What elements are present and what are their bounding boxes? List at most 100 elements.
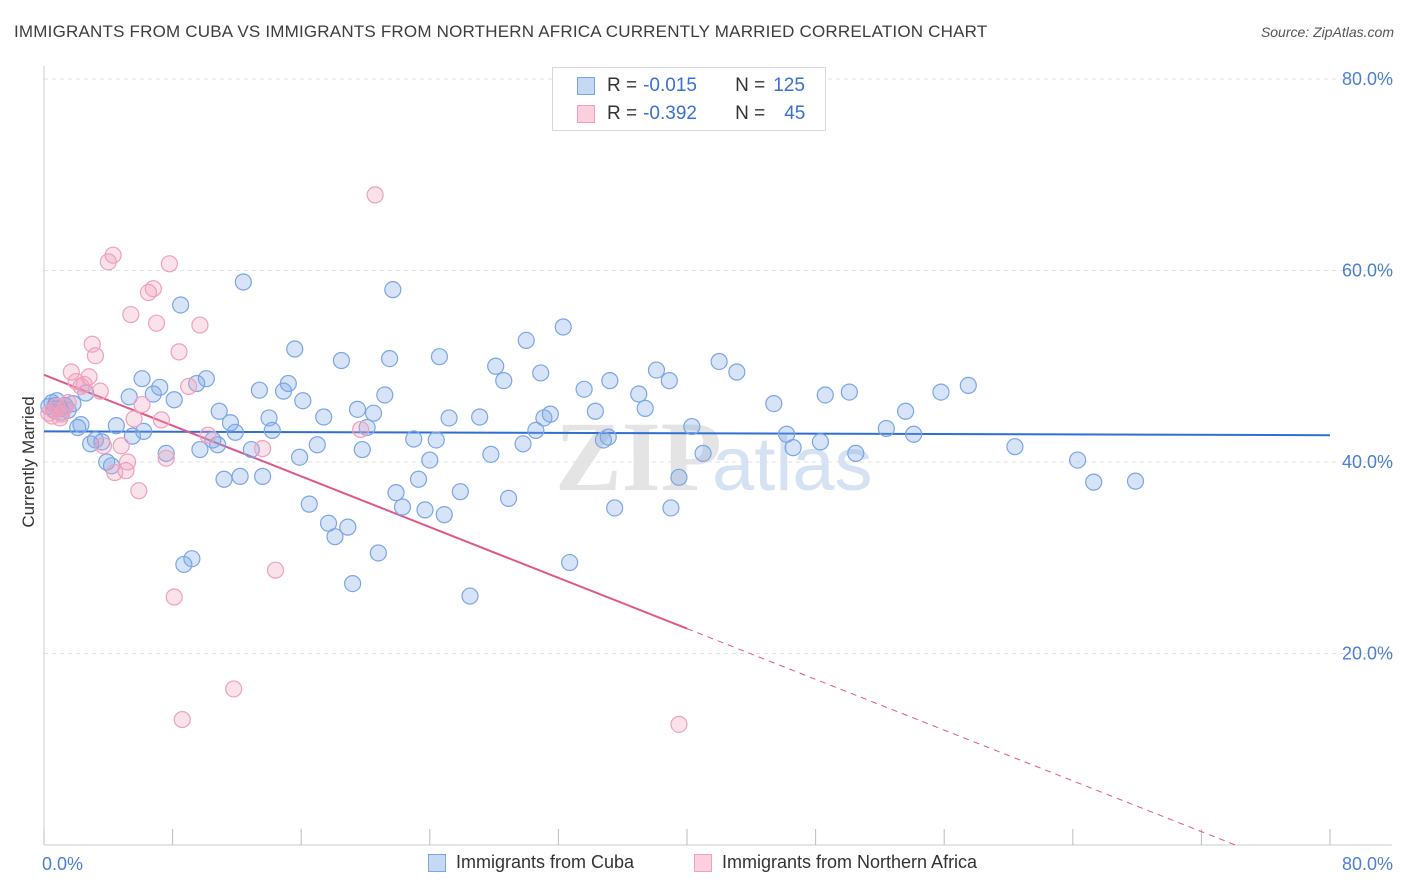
legend-r-value: -0.015 <box>643 75 697 96</box>
point-northern-africa <box>144 280 162 298</box>
point-cuba <box>811 433 830 451</box>
point-cuba <box>381 349 399 368</box>
point-cuba <box>840 383 858 401</box>
point-cuba <box>599 428 617 446</box>
point-cuba <box>172 296 190 314</box>
point-cuba <box>461 587 479 605</box>
point-northern-africa <box>62 363 80 381</box>
point-cuba <box>471 408 489 426</box>
point-northern-africa <box>118 453 137 471</box>
point-northern-africa <box>157 449 175 467</box>
point-cuba <box>728 363 746 381</box>
point-northern-africa <box>122 305 140 324</box>
point-cuba <box>183 550 201 568</box>
point-cuba <box>440 409 458 427</box>
point-cuba <box>204 431 222 449</box>
bottom-legend-label-cuba: Immigrants from Cuba <box>456 852 635 872</box>
point-cuba <box>816 386 834 404</box>
trend-line-northern-africa <box>43 373 688 630</box>
point-cuba <box>151 378 169 396</box>
point-northern-africa <box>152 411 170 429</box>
point-cuba <box>364 404 383 422</box>
point-cuba <box>710 352 728 371</box>
point-cuba <box>279 374 297 393</box>
x-tick-labels: 0.0% 80.0% <box>42 854 1393 874</box>
point-cuba <box>416 501 434 519</box>
point-cuba <box>286 340 304 358</box>
point-cuba <box>133 370 151 388</box>
watermark-atlas: atlas <box>712 422 873 507</box>
bottom-legend-label-northern-africa: Immigrants from Northern Africa <box>722 852 978 872</box>
point-cuba <box>575 380 593 398</box>
point-cuba <box>670 468 688 486</box>
point-northern-africa <box>80 368 98 386</box>
point-northern-africa <box>59 394 77 412</box>
chart-title: IMMIGRANTS FROM CUBA VS IMMIGRANTS FROM … <box>14 22 988 41</box>
point-cuba <box>348 400 367 418</box>
point-northern-africa <box>173 710 191 729</box>
point-northern-africa <box>191 316 209 334</box>
point-cuba <box>495 372 513 390</box>
legend-n-value: 125 <box>773 75 805 96</box>
point-cuba <box>332 351 350 370</box>
point-cuba <box>421 451 439 469</box>
legend-n-value: 45 <box>784 103 806 124</box>
point-cuba <box>69 418 87 437</box>
x-tick-label: 0.0% <box>42 854 83 874</box>
point-northern-africa <box>133 395 151 414</box>
point-northern-africa <box>86 347 105 365</box>
point-cuba <box>606 499 624 517</box>
point-cuba <box>315 408 333 426</box>
point-cuba <box>339 518 357 536</box>
point-cuba <box>197 370 215 388</box>
point-cuba <box>499 489 518 507</box>
legend-n-label: N = <box>735 103 766 124</box>
point-cuba <box>165 391 183 409</box>
point-cuba <box>662 499 680 517</box>
point-cuba <box>427 431 445 449</box>
point-cuba <box>532 364 550 382</box>
point-northern-africa <box>366 186 384 204</box>
source-label: Source: ZipAtlas.com <box>1260 24 1394 40</box>
point-cuba <box>959 376 977 394</box>
point-cuba <box>263 421 281 440</box>
point-cuba <box>527 421 545 440</box>
point-cuba <box>221 414 240 432</box>
point-northern-africa <box>254 439 272 458</box>
point-cuba <box>897 402 915 420</box>
legend-swatch-northern-africa <box>577 105 595 123</box>
bottom-legend-northern-africa: Immigrants from Northern Africa <box>694 852 977 873</box>
point-cuba <box>384 281 402 299</box>
point-northern-africa <box>352 420 370 439</box>
bottom-legend-cuba: Immigrants from Cuba <box>428 852 634 873</box>
point-cuba <box>344 575 362 593</box>
x-tick-label: 80.0% <box>1342 854 1393 874</box>
point-cuba <box>135 422 153 440</box>
point-cuba <box>594 431 613 449</box>
point-cuba <box>254 467 272 485</box>
point-cuba <box>1069 451 1087 469</box>
point-cuba <box>683 417 701 436</box>
point-cuba <box>636 399 654 417</box>
correlation-legend: R = -0.015 N = 125 R = -0.392 N = 45 <box>552 67 826 131</box>
point-cuba <box>215 470 233 488</box>
point-cuba <box>1126 472 1145 490</box>
point-cuba <box>482 445 500 463</box>
point-cuba <box>1085 473 1103 491</box>
point-northern-africa <box>165 588 183 606</box>
point-cuba <box>647 361 666 379</box>
point-cuba <box>326 528 344 546</box>
point-cuba <box>290 448 309 466</box>
point-cuba <box>234 273 252 291</box>
watermark-zip: ZIP <box>555 401 722 512</box>
point-cuba <box>554 318 572 336</box>
point-cuba <box>210 402 228 420</box>
y-axis-label: Currently Married <box>19 396 38 527</box>
point-cuba <box>300 495 318 513</box>
point-northern-africa <box>670 715 688 733</box>
point-cuba <box>72 416 90 434</box>
point-cuba <box>369 544 387 562</box>
point-northern-africa <box>94 437 113 455</box>
point-northern-africa <box>225 680 243 698</box>
